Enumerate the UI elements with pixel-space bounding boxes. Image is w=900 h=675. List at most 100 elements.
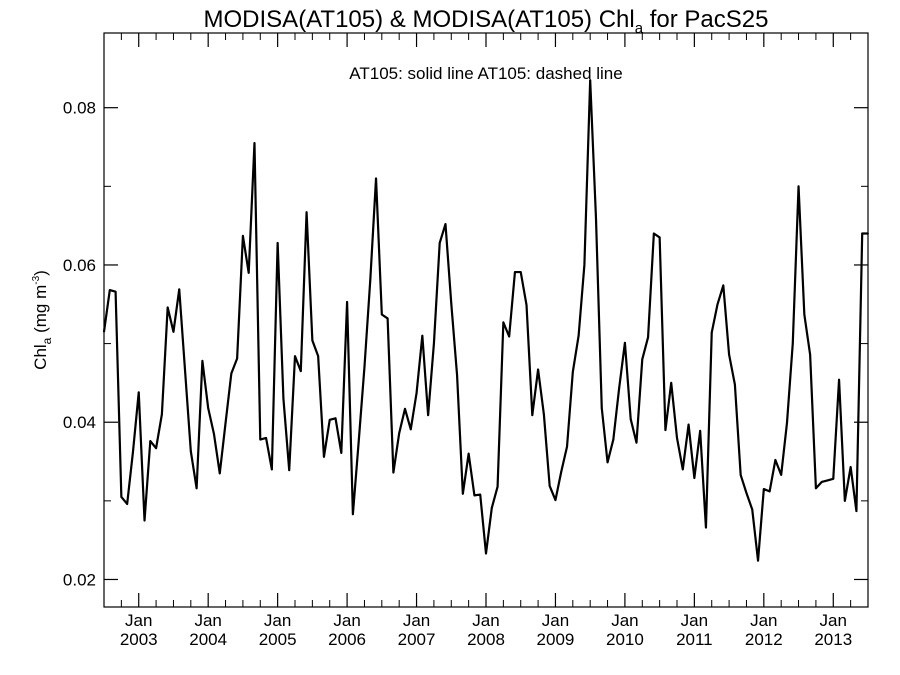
data-point — [137, 391, 140, 394]
data-point — [392, 471, 395, 474]
data-point — [566, 445, 568, 448]
data-point — [189, 450, 192, 453]
data-point — [537, 368, 539, 371]
data-point — [143, 519, 146, 522]
data-point — [120, 496, 123, 498]
data-point — [114, 290, 117, 293]
data-point — [201, 359, 204, 362]
legend-annotation: AT105: solid line AT105: dashed line — [349, 64, 622, 83]
data-point — [282, 397, 285, 400]
x-tick-year-label: 2005 — [259, 630, 297, 649]
data-point — [606, 461, 609, 464]
data-point — [531, 414, 534, 417]
x-tick-month-label: Jan — [125, 611, 152, 630]
data-point — [160, 413, 163, 416]
data-point — [600, 407, 603, 409]
data-point — [132, 451, 134, 453]
x-tick-year-label: 2009 — [537, 630, 575, 649]
data-point — [838, 378, 840, 381]
data-point — [612, 438, 615, 441]
data-point — [647, 336, 649, 339]
data-point — [444, 223, 447, 225]
data-point — [346, 301, 348, 303]
data-point — [670, 382, 673, 384]
data-point — [340, 451, 343, 454]
data-point — [485, 552, 487, 555]
x-tick-month-label: Jan — [542, 611, 569, 630]
data-point — [705, 526, 707, 529]
chart-title-main: MODISA(AT105) & MODISA(AT105) Chl — [204, 6, 635, 33]
data-point — [780, 474, 783, 476]
data-point — [294, 355, 296, 358]
data-point — [276, 242, 279, 244]
data-point — [508, 335, 511, 338]
data-point — [305, 211, 308, 214]
data-point — [288, 469, 291, 472]
data-point — [270, 468, 273, 471]
data-point — [496, 485, 499, 488]
data-point — [768, 490, 771, 493]
data-point — [589, 79, 592, 82]
data-point — [786, 422, 788, 424]
chart-title-suffix: for PacS25 — [643, 6, 768, 33]
data-point — [357, 440, 360, 443]
data-point — [409, 428, 412, 431]
data-point — [855, 510, 858, 512]
data-point — [155, 447, 157, 450]
data-point — [514, 271, 516, 273]
y-tick-label: 0.02 — [63, 570, 96, 589]
y-axis-label-units: (mg m — [31, 285, 50, 338]
data-point — [739, 474, 742, 476]
data-points — [103, 79, 869, 562]
data-point — [583, 264, 586, 266]
data-point — [803, 313, 806, 316]
data-point — [398, 432, 401, 435]
data-point — [652, 232, 655, 235]
data-point — [456, 374, 458, 376]
data-point — [693, 477, 696, 479]
x-axis: Jan2003Jan2004Jan2005Jan2006Jan2007Jan20… — [120, 33, 852, 649]
data-point — [826, 479, 829, 482]
data-point — [849, 466, 852, 468]
data-point — [213, 433, 215, 435]
data-point — [461, 492, 464, 495]
data-point — [259, 438, 262, 441]
data-point — [676, 437, 678, 439]
data-point — [751, 508, 754, 511]
data-point — [699, 429, 702, 432]
data-point — [635, 441, 638, 444]
y-axis-label-main: Chl — [31, 344, 50, 370]
data-point — [178, 288, 181, 291]
data-point — [629, 418, 632, 420]
x-tick-year-label: 2010 — [606, 630, 644, 649]
data-point — [815, 487, 817, 490]
chart-title: MODISA(AT105) & MODISA(AT105) Chla for P… — [204, 6, 769, 37]
chart-title-subscript: a — [635, 20, 644, 37]
x-tick-month-label: Jan — [820, 611, 847, 630]
data-point — [716, 303, 719, 306]
data-point — [421, 334, 424, 337]
data-point — [519, 271, 522, 273]
data-point — [438, 242, 441, 244]
y-axis-label-superscript: -3 — [31, 275, 42, 284]
data-point — [415, 392, 418, 395]
x-tick-year-label: 2011 — [676, 630, 713, 649]
data-point — [323, 455, 325, 458]
data-point — [218, 472, 221, 475]
data-point — [380, 313, 383, 316]
data-point — [687, 423, 690, 426]
data-point — [542, 413, 545, 416]
y-axis-label-units-close: ) — [31, 270, 50, 276]
data-point — [184, 369, 186, 372]
data-point — [745, 492, 748, 494]
data-point — [317, 355, 320, 358]
data-point — [490, 507, 493, 509]
data-point — [757, 559, 759, 562]
data-point — [242, 234, 244, 237]
data-point — [149, 440, 152, 442]
data-point — [386, 317, 389, 320]
data-point — [166, 306, 169, 309]
x-tick-month-label: Jan — [750, 611, 777, 630]
data-point — [681, 468, 684, 471]
x-tick-year-label: 2008 — [467, 630, 505, 649]
